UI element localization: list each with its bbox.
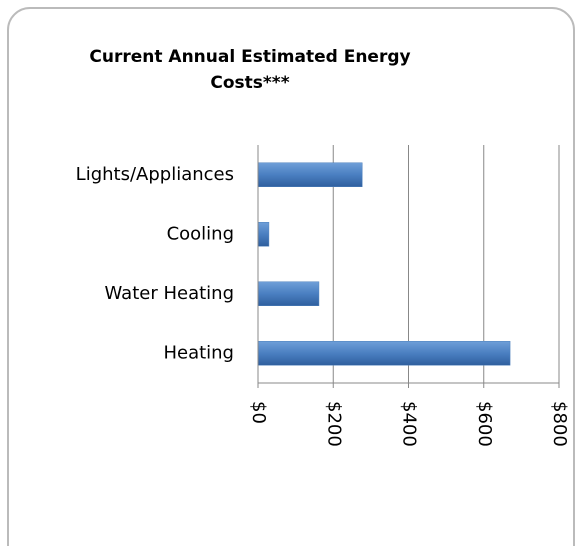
bar [257, 162, 363, 187]
x-tick-label: $400 [399, 401, 420, 447]
y-tick-label: Heating [163, 342, 234, 363]
x-tick-label: $200 [323, 401, 344, 447]
x-tick-label: $800 [549, 401, 570, 447]
y-tick-label: Water Heating [105, 283, 234, 304]
chart-frame [7, 7, 575, 546]
bar [257, 341, 511, 366]
y-tick-label: Cooling [167, 223, 234, 244]
bar [257, 281, 320, 306]
x-tick-label: $0 [248, 401, 269, 424]
bar [257, 222, 270, 247]
x-tick-label: $600 [474, 401, 495, 447]
y-tick-label: Lights/Appliances [76, 164, 234, 185]
chart-title: Current Annual Estimated Energy Costs*** [89, 47, 411, 93]
